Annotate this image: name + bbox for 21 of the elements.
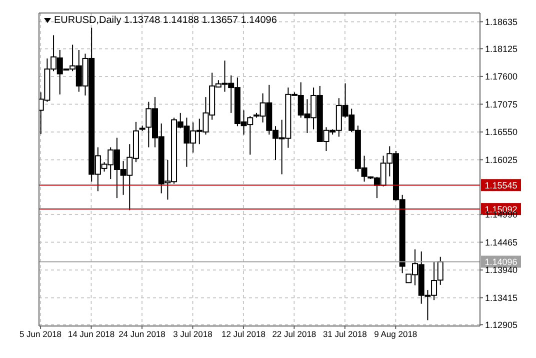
x-tick-label: 3 Jul 2018 <box>173 329 213 340</box>
chart-title: EURUSD,Daily 1.13748 1.14188 1.13657 1.14096 <box>54 15 277 26</box>
ref-line-label: 1.15545 <box>484 180 518 191</box>
y-tick-label: 1.17600 <box>485 72 518 82</box>
y-tick-label: 1.16025 <box>485 154 518 165</box>
x-tick-label: 5 Jun 2018 <box>19 329 62 340</box>
y-tick-label: 1.13940 <box>485 265 518 276</box>
x-tick-label: 31 Jul 2018 <box>322 329 368 340</box>
y-tick-label: 1.18125 <box>485 44 518 54</box>
y-tick-label: 1.16550 <box>485 127 518 138</box>
x-tick-label: 12 Jul 2018 <box>221 329 266 340</box>
y-tick-label: 1.12905 <box>485 320 518 330</box>
x-tick-label: 22 Jul 2018 <box>272 329 316 340</box>
x-tick-label: 9 Aug 2018 <box>374 329 418 340</box>
y-tick-label: 1.17075 <box>485 99 518 110</box>
x-tick-label: 14 Jun 2018 <box>68 329 115 340</box>
y-tick-label: 1.18635 <box>485 16 518 27</box>
y-tick-label: 1.13415 <box>485 292 518 303</box>
ref-line-label: 1.14096 <box>484 257 518 268</box>
x-tick-label: 24 Jun 2018 <box>118 329 166 340</box>
y-tick-label: 1.14465 <box>485 237 518 248</box>
